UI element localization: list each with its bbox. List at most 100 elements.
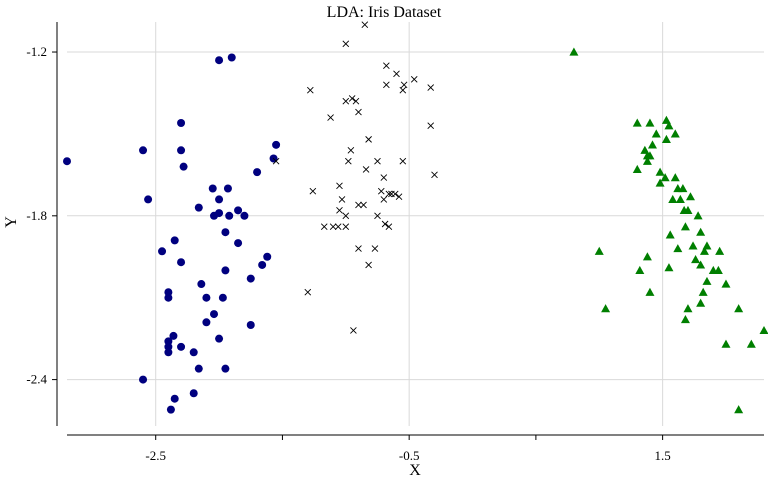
triangle-point [569, 47, 579, 56]
x-point [347, 146, 355, 154]
triangle-point [683, 304, 693, 313]
triangle-point [661, 115, 671, 124]
x-point-stroke [320, 223, 328, 231]
triangle-point [665, 230, 675, 239]
x-point-stroke [385, 223, 393, 231]
x-point [309, 187, 317, 195]
triangle-point [645, 118, 655, 127]
triangle-point [715, 246, 725, 255]
x-point [342, 212, 350, 220]
x-point [383, 62, 390, 69]
x-point-stroke [336, 182, 343, 190]
x-point-stroke [355, 108, 362, 116]
x-point [360, 201, 367, 209]
x-point [374, 157, 381, 165]
circle-point [164, 337, 173, 346]
triangle-point [691, 254, 701, 264]
x-point [399, 157, 407, 165]
triangle-point [668, 194, 678, 204]
x-point-stroke [348, 95, 356, 102]
y-tick-label: -1.8 [26, 208, 47, 223]
triangle-point [678, 184, 688, 193]
triangle-point [680, 315, 690, 324]
triangle-point [693, 211, 703, 220]
x-point-stroke [342, 223, 350, 231]
x-point-stroke [329, 223, 337, 231]
x-point-stroke [380, 196, 388, 203]
x-point-stroke [355, 245, 362, 252]
x-point [342, 40, 350, 48]
triangle-point [601, 304, 611, 313]
triangle-point [683, 205, 693, 214]
triangle-point [647, 140, 657, 149]
triangle-point [594, 246, 604, 255]
x-point [393, 70, 400, 78]
x-point [410, 76, 418, 83]
circle-point [169, 331, 178, 340]
x-point [381, 220, 389, 228]
x-point [400, 81, 408, 89]
x-point-stroke [342, 97, 350, 105]
x-point [395, 193, 403, 201]
triangle-point [721, 339, 731, 348]
circle-point [221, 364, 230, 373]
circle-point [170, 394, 179, 403]
triangle-point [696, 260, 706, 269]
circle-point [221, 266, 230, 275]
x-point [329, 223, 337, 231]
triangle-point [661, 134, 671, 143]
circle-point [223, 184, 232, 193]
x-point [352, 97, 360, 105]
x-point-stroke [400, 81, 408, 89]
triangle-point [688, 241, 698, 250]
circle-point [210, 211, 219, 220]
x-point-stroke [431, 171, 438, 179]
x-point-stroke [374, 157, 381, 165]
triangle-point [660, 173, 670, 182]
x-tick-label: -2.5 [145, 448, 166, 463]
x-point-stroke [345, 157, 352, 165]
y-tick-label: -2.4 [26, 372, 47, 387]
triangle-point [721, 279, 731, 288]
x-point-stroke [355, 201, 362, 209]
x-point-stroke [365, 136, 372, 143]
x-point-stroke [352, 97, 360, 105]
x-point [374, 212, 381, 220]
circle-point [63, 157, 71, 166]
circle-point [227, 53, 236, 62]
circle-point [215, 56, 224, 65]
x-point-stroke [327, 114, 334, 121]
triangle-point [699, 246, 709, 255]
triangle-point [655, 167, 665, 176]
x-point [355, 108, 362, 116]
x-point [342, 223, 350, 231]
circle-point [202, 318, 211, 327]
x-point-stroke [342, 212, 350, 220]
data-points [63, 21, 768, 414]
triangle-point [685, 192, 695, 201]
x-point-stroke [347, 146, 355, 154]
x-point [399, 86, 407, 94]
circle-point [194, 203, 203, 212]
y-tick-label: -1.2 [26, 44, 47, 59]
triangle-point [632, 164, 642, 174]
circle-point [170, 236, 179, 245]
triangle-point [670, 129, 680, 138]
x-point [427, 84, 435, 91]
x-point-stroke [374, 212, 381, 220]
x-point-stroke [380, 174, 388, 181]
x-point-stroke [361, 21, 369, 29]
triangle-point [702, 276, 712, 285]
x-point [345, 157, 352, 165]
x-point-stroke [365, 261, 372, 269]
x-point [365, 261, 372, 269]
x-point-stroke [360, 201, 367, 209]
triangle-point [632, 118, 642, 127]
circle-point [139, 146, 148, 155]
x-point [385, 190, 393, 198]
circle-point [177, 146, 186, 155]
triangle-point [645, 287, 655, 296]
x-point-stroke [383, 62, 390, 69]
triangle-point [670, 173, 680, 182]
x-tick-label: -0.5 [399, 448, 420, 463]
